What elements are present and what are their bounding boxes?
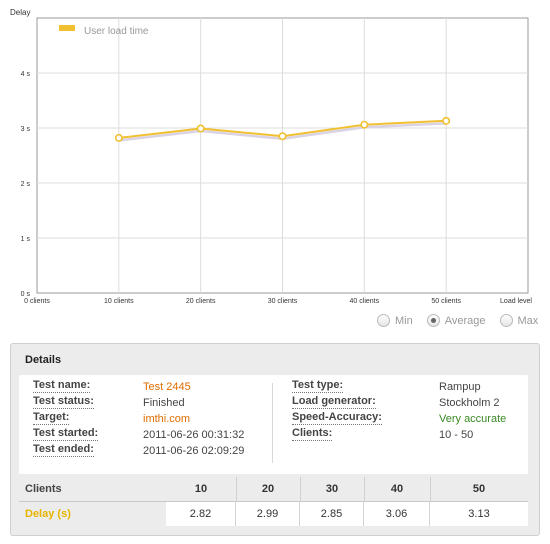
y-tick-label: 0 s bbox=[21, 291, 31, 298]
details-panel: Details Test name: Test 2445 Test status… bbox=[10, 343, 540, 536]
details-title: Details bbox=[25, 354, 62, 366]
y-tick-label: 1 s bbox=[21, 236, 31, 243]
summary-delay-cell: 2.99 bbox=[236, 502, 300, 526]
series-point bbox=[278, 132, 287, 141]
summary-separator bbox=[364, 477, 365, 501]
summary-client-cell: 30 bbox=[325, 483, 339, 495]
x-tick-label: 40 clients bbox=[350, 298, 380, 305]
series-point bbox=[442, 116, 451, 125]
test-name-label: Test name: bbox=[33, 379, 91, 393]
legend-swatch bbox=[59, 25, 75, 31]
test-status-value: Finished bbox=[143, 397, 185, 409]
radio-average-label: Average bbox=[444, 314, 486, 327]
radio-min-label: Min bbox=[395, 314, 413, 327]
speed-accuracy-label: Speed-Accuracy: bbox=[292, 411, 382, 425]
target-link[interactable]: imthi.com bbox=[143, 413, 191, 425]
clients-value: 10 - 50 bbox=[439, 429, 474, 441]
x-tick-label: 0 clients bbox=[24, 298, 50, 305]
radio-max-circle[interactable] bbox=[499, 314, 513, 327]
series-point bbox=[360, 120, 369, 129]
y-axis-title: Delay bbox=[10, 8, 30, 17]
test-ended-label: Test ended: bbox=[33, 443, 94, 457]
x-tick-label: 30 clients bbox=[268, 298, 298, 305]
test-name-link[interactable]: Test 2445 bbox=[143, 381, 191, 393]
load-generator-label: Load generator: bbox=[292, 395, 376, 409]
test-type-label: Test type: bbox=[292, 379, 344, 393]
summary-delay-cell: 2.85 bbox=[300, 502, 364, 526]
summary-separator bbox=[300, 477, 301, 501]
summary-delay-row: Delay (s) 2.82 2.99 2.85 3.06 3.13 bbox=[19, 502, 528, 526]
series-point bbox=[196, 124, 205, 133]
test-started-label: Test started: bbox=[33, 427, 99, 441]
test-info-panel: Test name: Test 2445 Test status: Finish… bbox=[19, 375, 528, 474]
radio-average-circle[interactable] bbox=[426, 314, 440, 327]
x-tick-label: 10 clients bbox=[104, 298, 134, 305]
radio-min[interactable]: Min bbox=[377, 314, 413, 327]
clients-label: Clients: bbox=[292, 427, 333, 441]
radio-max-label: Max bbox=[517, 314, 539, 327]
x-tick-label: 20 clients bbox=[186, 298, 216, 305]
summary-client-cell: 40 bbox=[390, 483, 404, 495]
delay-chart: Delay 0 s 1 s 2 s 3 s 4 s 0 clients 10 client… bbox=[10, 8, 532, 305]
aggregation-radio-group: Min Average Max bbox=[377, 314, 538, 327]
series-point bbox=[114, 133, 123, 142]
legend-label: User load time bbox=[84, 26, 149, 37]
target-label: Target: bbox=[33, 411, 70, 425]
summary-delay-label: Delay (s) bbox=[25, 508, 71, 520]
radio-min-circle[interactable] bbox=[377, 314, 390, 327]
x-tick-label: 50 clients bbox=[431, 298, 461, 305]
test-started-value: 2011-06-26 00:31:32 bbox=[143, 429, 245, 441]
summary-separator bbox=[236, 477, 237, 501]
radio-max[interactable]: Max bbox=[499, 314, 539, 327]
y-tick-label: 3 s bbox=[21, 126, 31, 133]
test-status-label: Test status: bbox=[33, 395, 94, 409]
info-divider bbox=[272, 383, 273, 463]
x-axis-title: Load level bbox=[500, 298, 532, 305]
summary-delay-cell: 3.13 bbox=[430, 502, 528, 526]
test-type-value: Rampup bbox=[439, 381, 481, 393]
summary-client-cell: 10 bbox=[194, 483, 208, 495]
summary-delay-cell: 3.06 bbox=[364, 502, 430, 526]
summary-client-cell: 50 bbox=[472, 483, 486, 495]
load-generator-value: Stockholm 2 bbox=[439, 397, 500, 409]
summary-header-row: Clients 10 20 30 40 50 bbox=[19, 477, 528, 502]
summary-client-cell: 20 bbox=[261, 483, 275, 495]
summary-clients-label: Clients bbox=[25, 483, 62, 495]
y-tick-label: 4 s bbox=[21, 71, 31, 78]
test-ended-value: 2011-06-26 02:09:29 bbox=[143, 445, 245, 457]
speed-accuracy-value: Very accurate bbox=[439, 413, 507, 425]
y-tick-label: 2 s bbox=[21, 181, 31, 188]
radio-average[interactable]: Average bbox=[426, 314, 486, 327]
summary-delay-cell: 2.82 bbox=[166, 502, 236, 526]
summary-separator bbox=[430, 477, 431, 501]
